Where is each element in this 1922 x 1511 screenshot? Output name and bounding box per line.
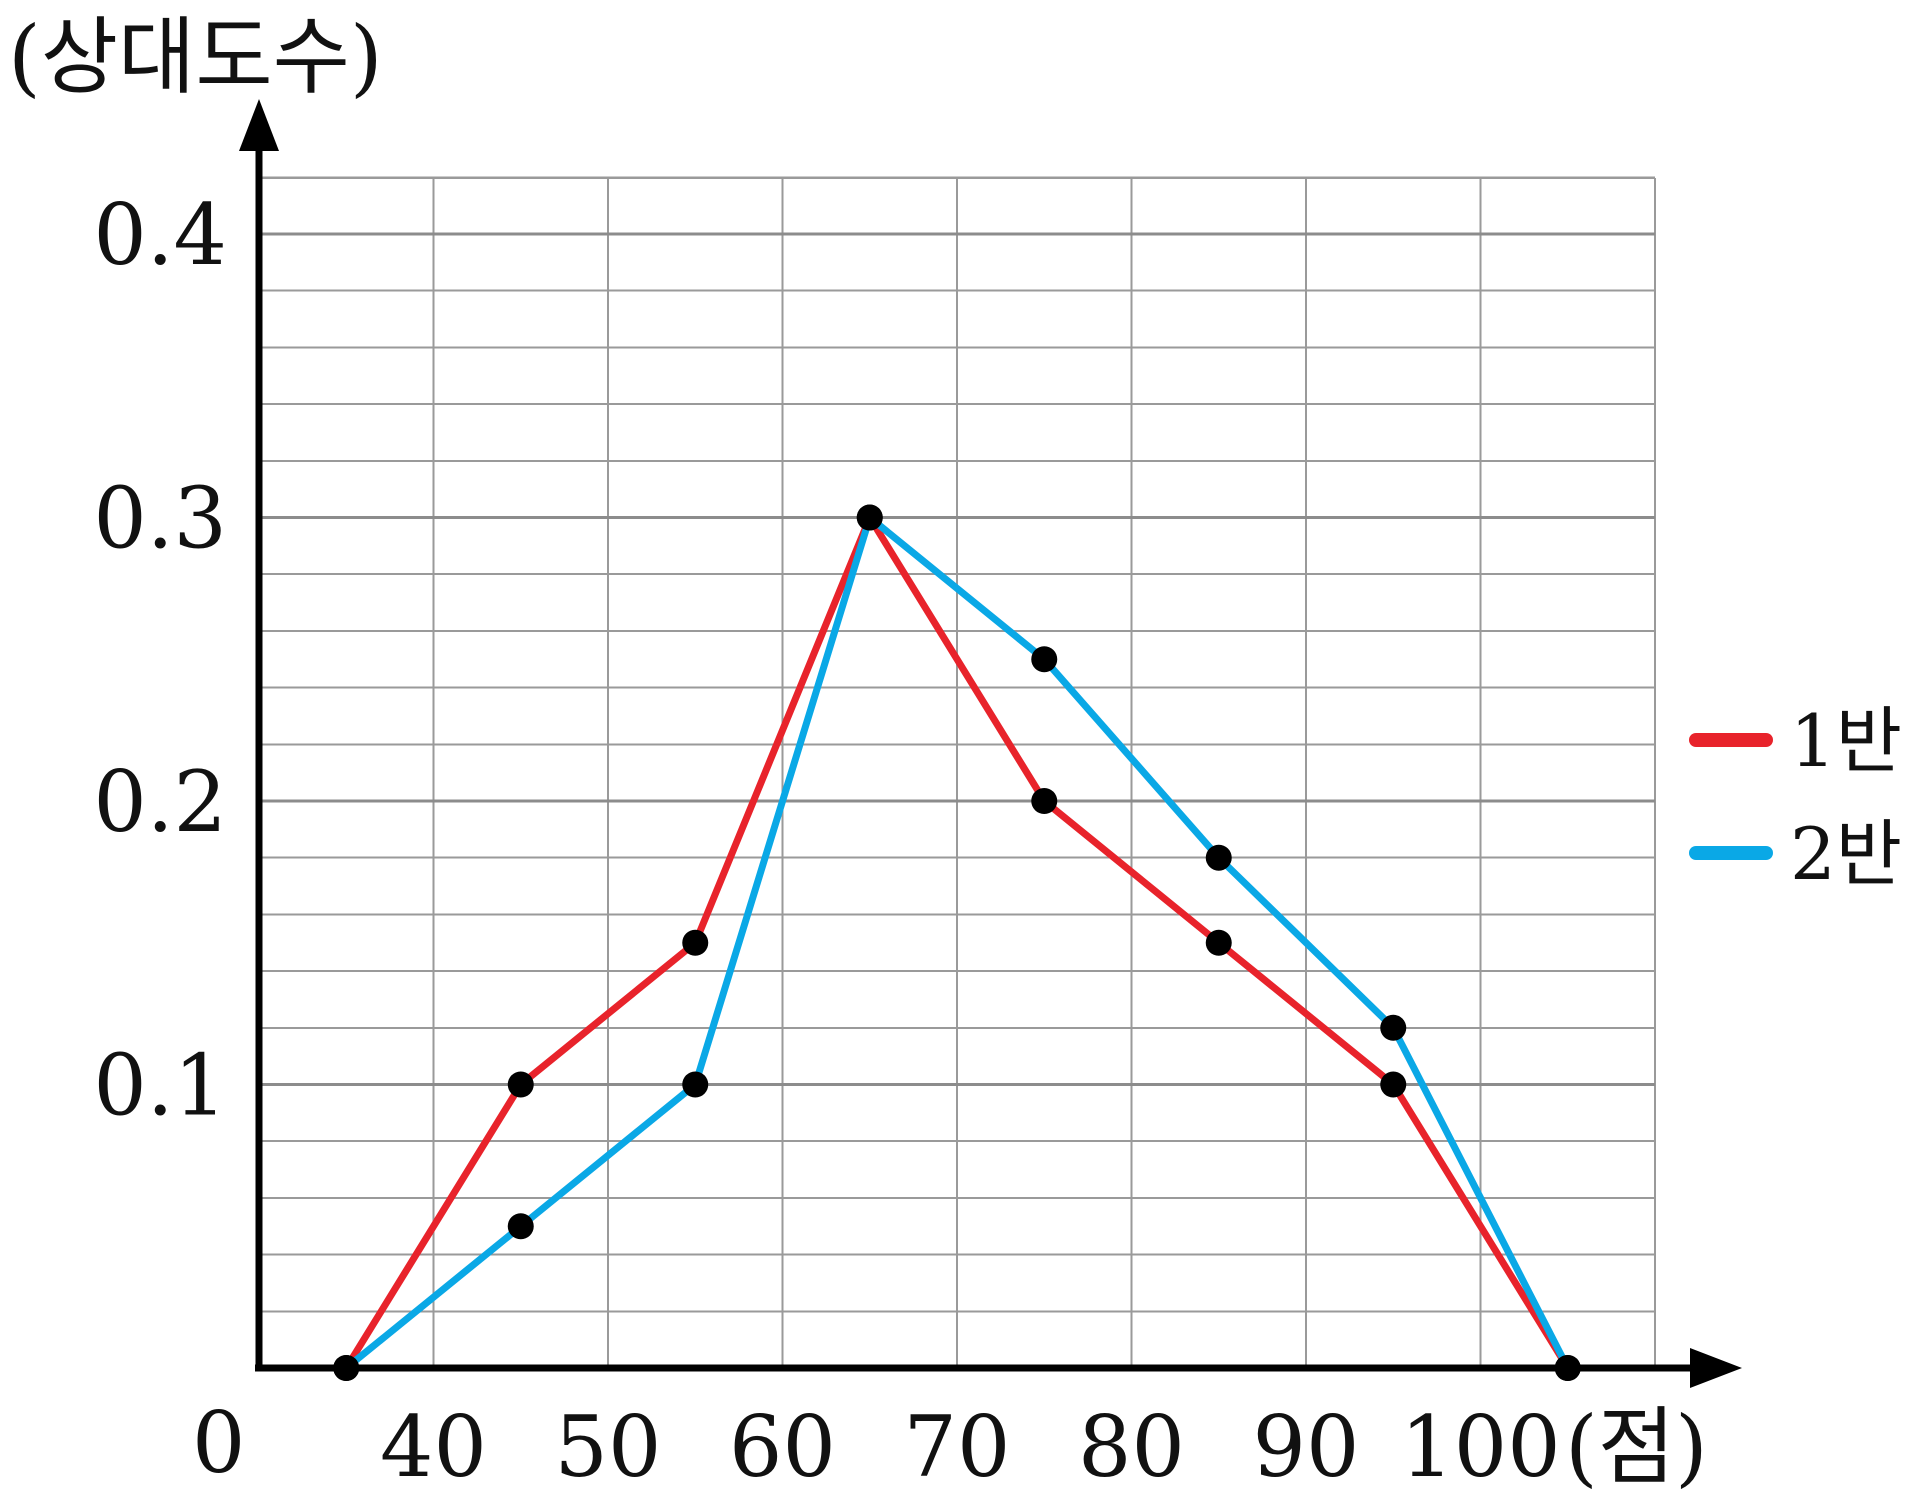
x-tick-label: 60	[729, 1398, 836, 1496]
series-line-1	[342, 514, 1572, 1372]
y-tick-label: 0.2	[93, 753, 227, 851]
data-points	[333, 504, 1581, 1381]
y-axis-arrow-icon	[239, 99, 279, 151]
data-point	[507, 1213, 534, 1240]
x-tick-label: 100	[1400, 1398, 1560, 1496]
series-lines	[342, 514, 1572, 1372]
y-axis-label: (상대도수)	[8, 8, 383, 106]
data-point	[1380, 1071, 1407, 1098]
data-point	[1205, 929, 1232, 956]
x-axis-arrow-icon	[1690, 1348, 1742, 1388]
x-tick-label: 90	[1253, 1398, 1360, 1496]
x-unit-label: (점)	[1565, 1398, 1708, 1496]
tick-labels: 40 50 60 70 80 90 100 0.1 0.2 0.3 0.4	[93, 186, 1560, 1496]
data-point	[682, 929, 709, 956]
grid	[259, 176, 1656, 1368]
data-point	[1031, 788, 1058, 814]
x-tick-label: 70	[904, 1398, 1011, 1496]
axes	[239, 99, 1742, 1388]
y-tick-label: 0.3	[93, 470, 227, 568]
x-tick-label: 80	[1078, 1398, 1185, 1496]
data-point	[1205, 844, 1232, 871]
y-tick-label: 0.4	[93, 186, 227, 284]
y-tick-label: 0.1	[93, 1037, 227, 1135]
data-point	[507, 1071, 534, 1098]
legend-label: 1반	[1790, 699, 1902, 783]
data-point	[682, 1071, 709, 1098]
axis-labels: (상대도수) 0 (점)	[8, 8, 1708, 1496]
data-point	[1380, 1014, 1407, 1041]
legend-label: 2반	[1790, 812, 1902, 896]
data-point	[856, 504, 883, 531]
data-point	[1031, 646, 1058, 673]
origin-label: 0	[192, 1394, 245, 1492]
series-line-2	[342, 514, 1572, 1372]
x-tick-label: 50	[555, 1398, 662, 1496]
x-tick-label: 40	[380, 1398, 487, 1496]
